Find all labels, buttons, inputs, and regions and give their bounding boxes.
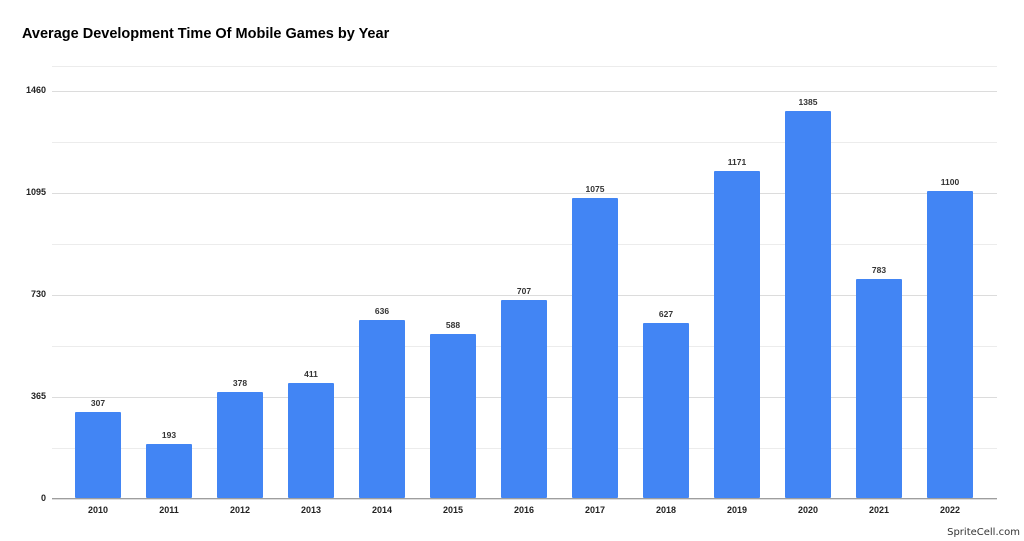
x-tick-label: 2020: [797, 505, 819, 515]
gridline: [52, 66, 997, 67]
y-tick-label: 365: [30, 391, 46, 401]
source-credit: SpriteCell.com: [947, 527, 1020, 538]
gridline: [52, 91, 997, 92]
bar-2016[interactable]: [501, 300, 547, 498]
x-tick-label: 2011: [159, 505, 179, 515]
bar-2013[interactable]: [288, 383, 334, 498]
y-tick-label: 0: [40, 493, 46, 503]
data-label: 378: [232, 378, 248, 389]
bar-2019[interactable]: [714, 170, 760, 498]
data-label: 1100: [940, 176, 960, 187]
data-label: 1075: [585, 183, 605, 194]
data-label: 1171: [727, 156, 747, 167]
y-tick-label: 1460: [25, 85, 46, 95]
x-tick-label: 2014: [371, 505, 393, 515]
bar-2020[interactable]: [785, 110, 831, 498]
bar-2017[interactable]: [572, 197, 618, 498]
data-label: 783: [871, 265, 887, 276]
gridline: [52, 193, 997, 194]
x-tick-label: 2019: [726, 505, 748, 515]
x-axis-line: [52, 498, 997, 499]
data-label: 307: [90, 398, 106, 409]
data-label: 588: [445, 319, 461, 330]
gridline: [52, 244, 997, 245]
x-tick-label: 2013: [300, 505, 322, 515]
chart-title: Average Development Time Of Mobile Games…: [22, 26, 390, 42]
data-label: 627: [658, 308, 674, 319]
x-tick-label: 2022: [939, 505, 961, 515]
bar-2015[interactable]: [430, 333, 476, 498]
bar-2012[interactable]: [217, 392, 263, 498]
data-label: 636: [374, 306, 390, 317]
x-tick-label: 2010: [87, 505, 109, 515]
gridline: [52, 142, 997, 143]
y-tick-label: 1095: [25, 187, 46, 197]
bar-2021[interactable]: [856, 279, 902, 498]
x-tick-label: 2015: [442, 505, 464, 515]
x-tick-label: 2018: [655, 505, 677, 515]
x-tick-label: 2017: [584, 505, 606, 515]
x-tick-label: 2012: [229, 505, 251, 515]
x-tick-label: 2016: [513, 505, 535, 515]
bar-2014[interactable]: [359, 320, 405, 498]
bar-2018[interactable]: [643, 322, 689, 498]
bar-2022[interactable]: [927, 190, 973, 498]
gridline: [52, 295, 997, 296]
data-label: 411: [304, 369, 318, 380]
gridline: [52, 499, 997, 500]
plot-area: 307 193 378 411 636 588 707 1075 627 1171 1385 783 1…: [52, 66, 997, 500]
y-tick-label: 730: [30, 289, 46, 299]
data-label: 193: [161, 430, 177, 441]
data-label: 707: [516, 286, 532, 297]
bar-2011[interactable]: [146, 444, 192, 498]
bar-2010[interactable]: [75, 412, 121, 498]
data-label: 1385: [798, 96, 818, 107]
x-tick-label: 2021: [868, 505, 890, 515]
